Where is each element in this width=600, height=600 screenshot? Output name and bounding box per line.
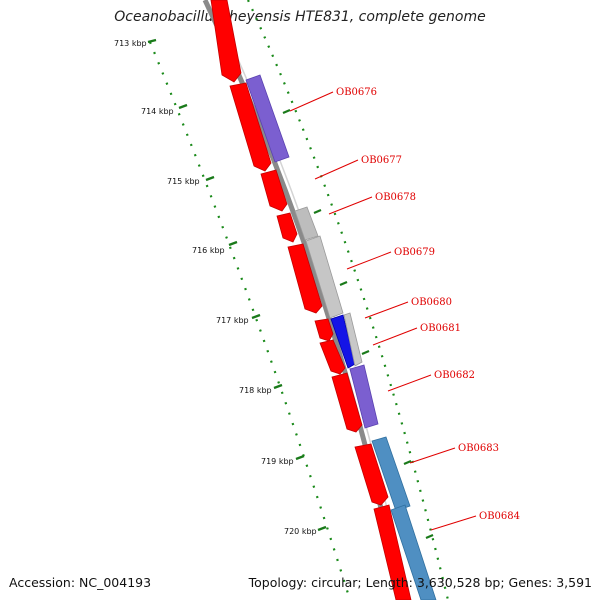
tick-label-714: 714 kbp — [141, 107, 174, 116]
connector-ob0679 — [346, 251, 392, 270]
gene-label-ob0677[interactable]: OB0677 — [361, 155, 402, 166]
gene-labels: OB0676 OB0677 OB0678 OB0679 OB0680 OB068… — [336, 87, 520, 522]
connector-ob0682 — [387, 374, 432, 392]
tick-label-715: 715 kbp — [167, 177, 200, 186]
tick-label-720: 720 kbp — [284, 527, 317, 536]
ruler-tick — [178, 103, 188, 110]
ruler-tick — [205, 175, 215, 182]
connector-ob0684 — [430, 515, 477, 531]
gene-label-ob0680[interactable]: OB0680 — [411, 297, 452, 308]
accession-text: Accession: NC_004193 — [9, 575, 152, 590]
ruler-tick — [403, 459, 412, 466]
feature-steelblue-ob0684 — [390, 504, 437, 600]
cds-arrow — [354, 443, 389, 506]
tick-label-718: 718 kbp — [239, 386, 272, 395]
ruler-tick — [147, 38, 157, 44]
cds-arrow — [260, 169, 288, 212]
cds-arrow — [229, 82, 272, 172]
ruler-tick — [425, 533, 434, 540]
red-cds-features — [210, 0, 412, 600]
cds-arrow — [287, 243, 323, 314]
tick-label-719: 719 kbp — [261, 457, 294, 466]
ruler-tick-labels: 713 kbp 714 kbp 715 kbp 716 kbp 717 kbp … — [114, 39, 317, 536]
gene-label-ob0676[interactable]: OB0676 — [336, 87, 377, 98]
tick-label-713: 713 kbp — [114, 39, 147, 48]
ruler-tick — [251, 313, 261, 320]
gene-label-ob0682[interactable]: OB0682 — [434, 370, 475, 381]
feature-purple-ob0682 — [349, 364, 379, 429]
ruler-tick — [317, 525, 327, 532]
gene-label-ob0678[interactable]: OB0678 — [375, 192, 416, 203]
connector-ob0681 — [372, 327, 418, 346]
gene-label-ob0683[interactable]: OB0683 — [458, 443, 499, 454]
tick-label-717: 717 kbp — [216, 316, 249, 325]
ruler-tick — [361, 349, 370, 356]
genome-summary-text: Topology: circular; Length: 3,630,528 bp… — [248, 575, 592, 590]
ruler-tick — [228, 240, 238, 247]
gene-label-ob0679[interactable]: OB0679 — [394, 247, 435, 258]
ruler-tick — [339, 280, 348, 287]
ruler-tick — [273, 383, 283, 390]
connector-ob0680 — [364, 301, 409, 319]
cds-arrow — [314, 318, 334, 342]
feature-gray-ob0681 — [343, 312, 363, 367]
feature-gray-ob0678 — [294, 206, 319, 241]
ruler-tick — [282, 108, 291, 115]
ruler-tick — [313, 208, 322, 215]
cds-arrow — [276, 212, 298, 243]
cds-arrow — [373, 504, 412, 600]
map-title: Oceanobacillus iheyensis HTE831, complet… — [114, 9, 486, 25]
feature-purple-ob0676 — [245, 74, 290, 163]
gene-label-ob0681[interactable]: OB0681 — [420, 323, 461, 334]
connector-ob0678 — [328, 196, 373, 215]
cds-arrow — [331, 372, 363, 433]
feature-gray-ob0679 — [305, 235, 344, 319]
ruler-tick — [295, 454, 305, 461]
gene-label-ob0684[interactable]: OB0684 — [479, 511, 520, 522]
gene-label-connectors — [289, 91, 477, 531]
feature-steelblue-ob0683 — [371, 436, 411, 512]
connector-ob0677 — [314, 159, 359, 180]
connector-ob0683 — [409, 447, 456, 464]
tick-label-716: 716 kbp — [192, 246, 225, 255]
cds-arrow — [210, 0, 242, 83]
cds-arrow — [319, 339, 346, 375]
outer-features — [245, 74, 437, 600]
ruler-ticks — [147, 38, 434, 540]
connector-ob0676 — [289, 91, 334, 112]
